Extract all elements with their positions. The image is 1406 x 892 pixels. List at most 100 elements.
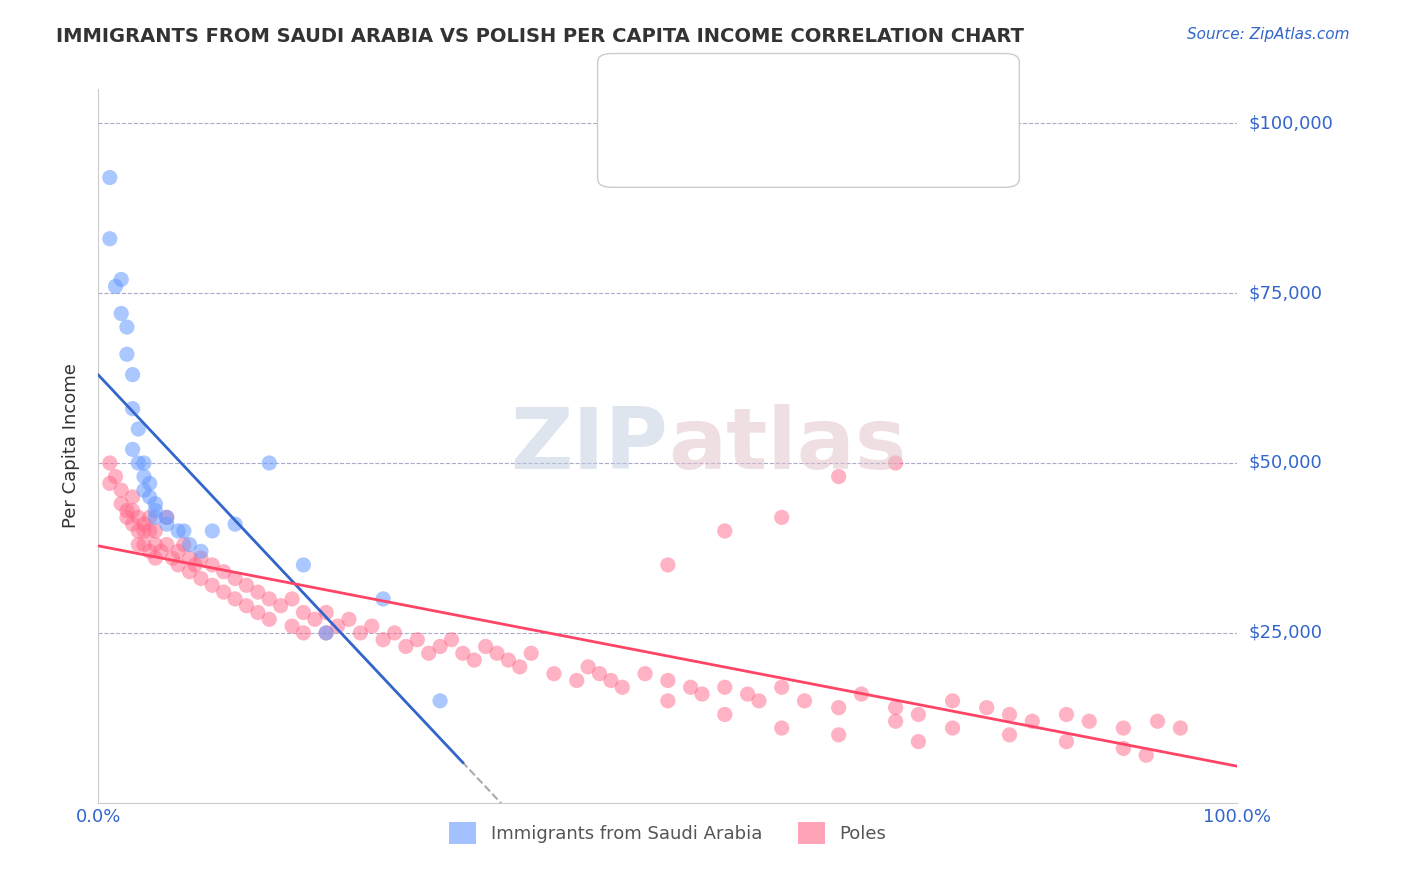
Point [246,585,269,599]
Point [224,572,246,586]
Point [292,626,315,640]
Point [167,558,190,572]
Point [179,551,201,566]
Point [281,619,304,633]
Point [395,640,418,654]
Point [110,483,132,498]
Point [150,544,173,558]
Point [145,503,167,517]
Point [509,660,531,674]
Point [145,510,167,524]
Point [498,653,520,667]
Point [371,632,394,647]
Point [190,551,212,566]
Point [127,524,149,538]
Point [371,591,394,606]
Point [884,456,907,470]
Point [543,666,565,681]
Point [851,687,873,701]
Point [127,537,149,551]
Y-axis label: Per Capita Income: Per Capita Income [62,364,80,528]
Point [828,728,851,742]
Point [121,503,143,517]
Point [942,694,965,708]
Point [212,565,235,579]
Point [167,544,190,558]
Point [121,517,143,532]
Point [1054,734,1078,748]
Point [115,510,138,524]
Point [657,694,679,708]
Point [145,537,167,551]
Point [121,442,143,457]
Point [98,232,121,246]
Point [1054,707,1078,722]
Point [576,660,599,674]
Point [132,483,155,498]
Point [138,510,160,524]
Point [384,626,406,640]
Point [173,524,195,538]
Point [737,687,759,701]
Point [520,646,543,660]
Point [1112,721,1135,735]
Point [714,707,737,722]
Point [315,606,337,620]
Point [173,537,195,551]
Text: Source: ZipAtlas.com: Source: ZipAtlas.com [1187,27,1350,42]
Point [463,653,485,667]
Point [1170,721,1192,735]
Point [190,544,212,558]
Point [315,626,337,640]
Point [110,272,132,286]
Point [349,626,371,640]
Point [201,578,224,592]
Point [315,626,337,640]
Point [167,524,190,538]
Point [121,490,143,504]
Point [942,721,965,735]
Point [1135,748,1157,763]
Point [634,666,657,681]
Point [337,612,360,626]
Point [714,680,737,694]
Point [132,469,155,483]
Point [418,646,440,660]
Point [190,572,212,586]
Point [104,469,127,483]
Point [474,640,496,654]
Text: $25,000: $25,000 [1249,624,1323,642]
Point [212,585,235,599]
Text: $75,000: $75,000 [1249,284,1323,302]
Point [304,612,326,626]
Point [201,524,224,538]
Point [98,170,121,185]
Point [998,728,1021,742]
Point [246,606,269,620]
Point [156,517,179,532]
Point [115,347,138,361]
Point [145,497,167,511]
Point [179,537,201,551]
Point [1021,714,1043,729]
Point [292,606,315,620]
Point [162,551,184,566]
Point [184,558,207,572]
Text: atlas: atlas [668,404,905,488]
Point [998,707,1021,722]
Text: IMMIGRANTS FROM SAUDI ARABIA VS POLISH PER CAPITA INCOME CORRELATION CHART: IMMIGRANTS FROM SAUDI ARABIA VS POLISH P… [56,27,1024,45]
Point [98,476,121,491]
Point [884,714,907,729]
Point [132,524,155,538]
Point [127,456,149,470]
Point [235,599,257,613]
Point [235,578,257,592]
Point [259,612,281,626]
Point [1078,714,1101,729]
Point [600,673,623,688]
Point [132,456,155,470]
Point [121,401,143,416]
Point [259,456,281,470]
Point [770,510,793,524]
Point [110,306,132,320]
